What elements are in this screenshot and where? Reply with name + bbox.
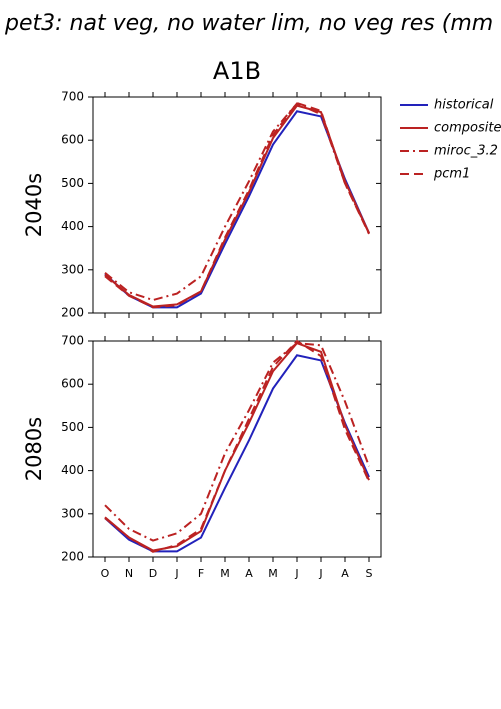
- x-tick-label: S: [366, 567, 373, 580]
- x-tick-label: A: [245, 567, 253, 580]
- chart-subtitle: A1B: [213, 57, 261, 85]
- x-tick-label: J: [318, 567, 322, 580]
- y-axis-label: 2040s: [22, 173, 46, 237]
- y-tick-label: 200: [61, 306, 84, 320]
- series-line: [104, 342, 370, 542]
- y-tick-label: 400: [61, 463, 84, 477]
- legend-label: pcm1: [433, 167, 470, 182]
- x-tick-label: N: [125, 567, 133, 580]
- x-tick-label: F: [198, 567, 204, 580]
- y-tick-label: 600: [61, 133, 84, 147]
- series-line: [104, 104, 370, 308]
- plot-frame: [92, 340, 382, 558]
- y-tick-label: 600: [61, 377, 84, 391]
- series-line: [104, 339, 370, 553]
- x-tick-label: J: [174, 567, 178, 580]
- x-tick-label: M: [268, 567, 278, 580]
- legend-label: miroc_3.2: [434, 144, 498, 159]
- x-tick-label: J: [294, 567, 298, 580]
- y-tick-label: 500: [61, 420, 84, 434]
- x-tick-label: O: [101, 567, 110, 580]
- chart-title: pet3: nat veg, no water lim, no veg res …: [4, 11, 493, 36]
- x-tick-label: D: [149, 567, 157, 580]
- y-tick-label: 700: [61, 90, 84, 104]
- y-tick-label: 400: [61, 219, 84, 233]
- legend-label: historical: [434, 98, 494, 113]
- x-tick-label: M: [220, 567, 230, 580]
- series-line: [104, 102, 370, 302]
- y-tick-label: 300: [61, 262, 84, 276]
- y-tick-label: 200: [61, 550, 84, 564]
- y-tick-label: 500: [61, 176, 84, 190]
- legend-label: composite: [434, 121, 501, 136]
- y-axis-label: 2080s: [22, 417, 46, 481]
- plot-frame: [92, 96, 382, 314]
- y-tick-label: 700: [61, 334, 84, 348]
- y-tick-label: 300: [61, 506, 84, 520]
- x-tick-label: A: [341, 567, 349, 580]
